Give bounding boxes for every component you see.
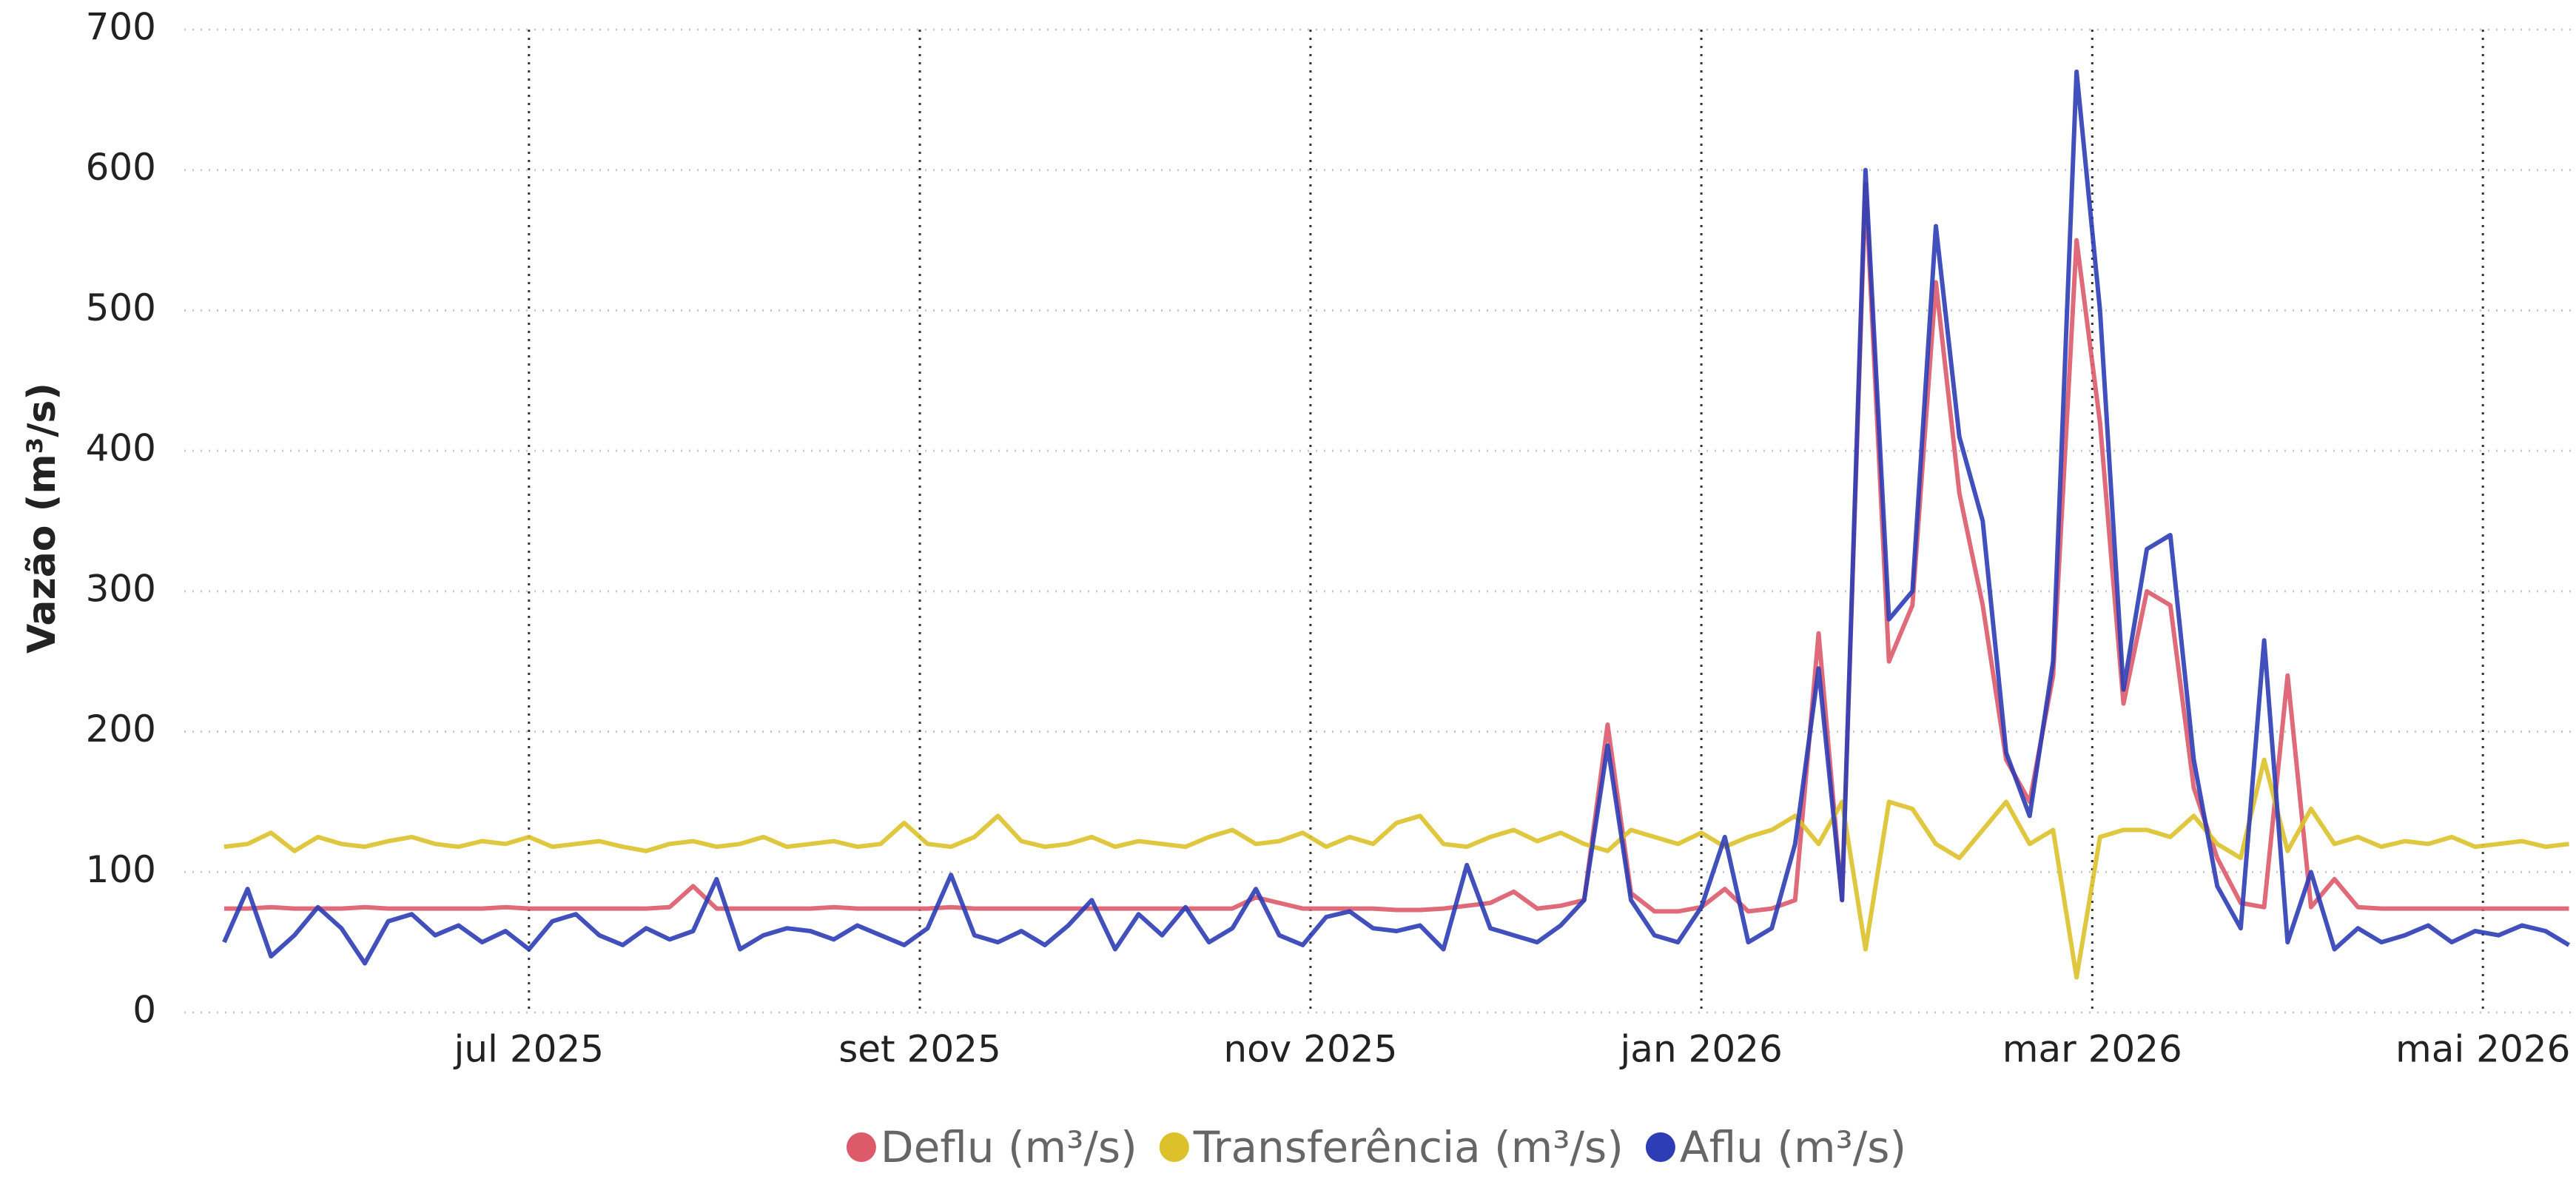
x-tick-label: nov 2025 — [1223, 1028, 1397, 1071]
y-tick-label: 0 — [132, 989, 156, 1032]
x-tick-label: mar 2026 — [2002, 1028, 2182, 1071]
series-line — [223, 757, 2569, 980]
y-tick-label: 400 — [86, 427, 156, 470]
y-axis-title: Vazão (m³/s) — [20, 383, 64, 654]
legend-label: Deflu (m³/s) — [881, 1122, 1137, 1172]
x-tick-label: set 2025 — [838, 1028, 1001, 1071]
x-tick-label: mai 2026 — [2395, 1028, 2570, 1071]
legend-marker — [1159, 1132, 1189, 1162]
x-tick-label: jul 2025 — [453, 1028, 604, 1071]
y-tick-label: 700 — [86, 6, 156, 49]
series-line — [222, 69, 2571, 966]
y-tick-label: 500 — [86, 286, 156, 329]
legend: Deflu (m³/s) Transferência (m³/s) Aflu (m³… — [846, 1122, 1906, 1172]
legend-label: Aflu (m³/s) — [1680, 1122, 1906, 1172]
y-tick-label: 200 — [86, 708, 156, 750]
legend-marker — [1645, 1132, 1675, 1162]
y-tick-label: 100 — [86, 848, 156, 891]
y-tick-label: 300 — [86, 567, 156, 610]
legend-marker — [846, 1132, 876, 1162]
legend-label: Transferência (m³/s) — [1193, 1122, 1624, 1172]
y-tick-label: 600 — [86, 146, 156, 189]
x-tick-label: jan 2026 — [1619, 1028, 1782, 1071]
series-line — [223, 181, 2569, 914]
